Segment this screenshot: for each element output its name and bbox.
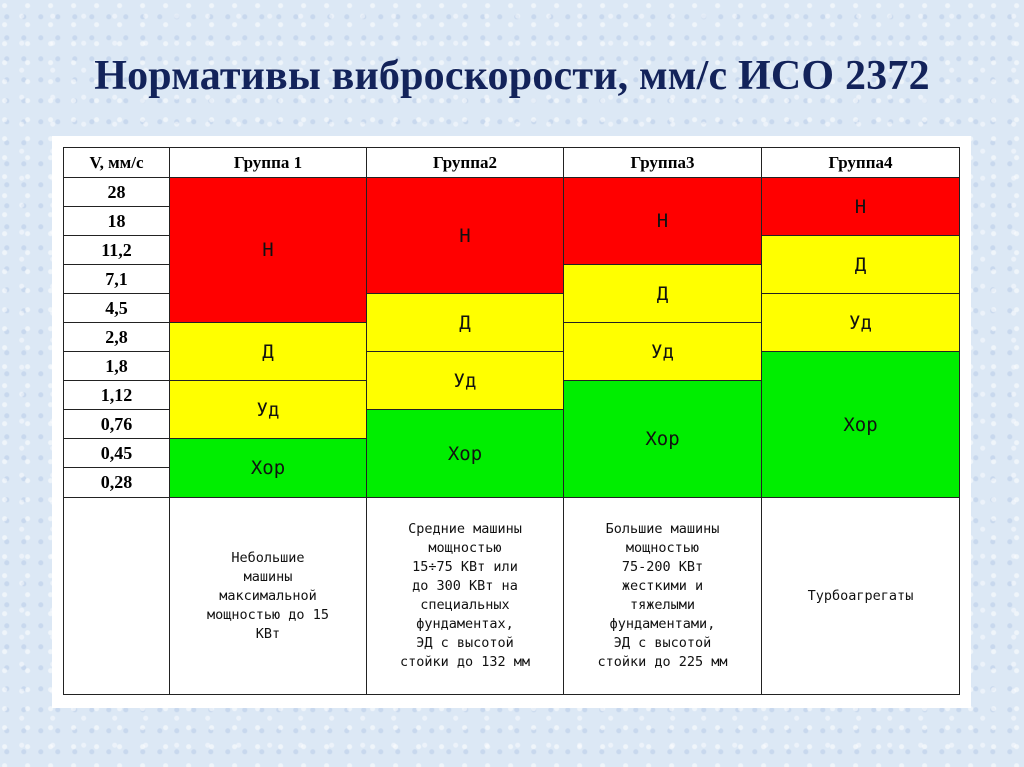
- description-row-label: [63, 497, 170, 695]
- group-4-header: Группа4: [761, 147, 960, 178]
- group-2-zone-acceptable: Д: [366, 293, 564, 352]
- group-1-zone-good: Хор: [169, 438, 367, 498]
- group-1-zone-acceptable: Д: [169, 322, 367, 381]
- group-1-zone-unacceptable: Н: [169, 177, 367, 323]
- group-2-zone-satisfactory: Уд: [366, 351, 564, 410]
- velocity-value-1-12: 1,12: [63, 380, 170, 410]
- group-2-description: Средние машины мощностью 15÷75 КВт или д…: [366, 497, 564, 695]
- velocity-value-0-45: 0,45: [63, 438, 170, 468]
- velocity-value-2-8: 2,8: [63, 322, 170, 352]
- velocity-value-28: 28: [63, 177, 170, 207]
- group-3-zone-satisfactory: Уд: [563, 322, 762, 381]
- velocity-value-18: 18: [63, 206, 170, 236]
- group-3-description: Большие машины мощностью 75-200 КВт жест…: [563, 497, 762, 695]
- group-4-zone-satisfactory: Уд: [761, 293, 960, 352]
- group-3-zone-acceptable: Д: [563, 264, 762, 323]
- group-4-zone-good: Хор: [761, 351, 960, 498]
- group-1-zone-satisfactory: Уд: [169, 380, 367, 439]
- group-1-description: Небольшие машины максимальной мощностью …: [169, 497, 367, 695]
- velocity-value-7-1: 7,1: [63, 264, 170, 294]
- velocity-value-11-2: 11,2: [63, 235, 170, 265]
- group-3-zone-unacceptable: Н: [563, 177, 762, 265]
- velocity-value-0-76: 0,76: [63, 409, 170, 439]
- group-4-description: Турбоагрегаты: [761, 497, 960, 695]
- group-2-zone-unacceptable: Н: [366, 177, 564, 294]
- group-4-zone-acceptable: Д: [761, 235, 960, 294]
- slide-title: Нормативы виброскорости, мм/с ИСО 2372: [94, 53, 930, 99]
- velocity-value-1-8: 1,8: [63, 351, 170, 381]
- group-2-header: Группа2: [366, 147, 564, 178]
- group-4-zone-unacceptable: Н: [761, 177, 960, 236]
- group-3-zone-good: Хор: [563, 380, 762, 498]
- velocity-value-0-28: 0,28: [63, 467, 170, 498]
- velocity-value-4-5: 4,5: [63, 293, 170, 323]
- velocity-column-header: V, мм/с: [63, 147, 170, 178]
- group-2-zone-good: Хор: [366, 409, 564, 498]
- group-3-header: Группа3: [563, 147, 762, 178]
- group-1-header: Группа 1: [169, 147, 367, 178]
- vibration-norms-table: V, мм/с Группа 1 Группа2 Группа3 Группа4…: [63, 147, 960, 695]
